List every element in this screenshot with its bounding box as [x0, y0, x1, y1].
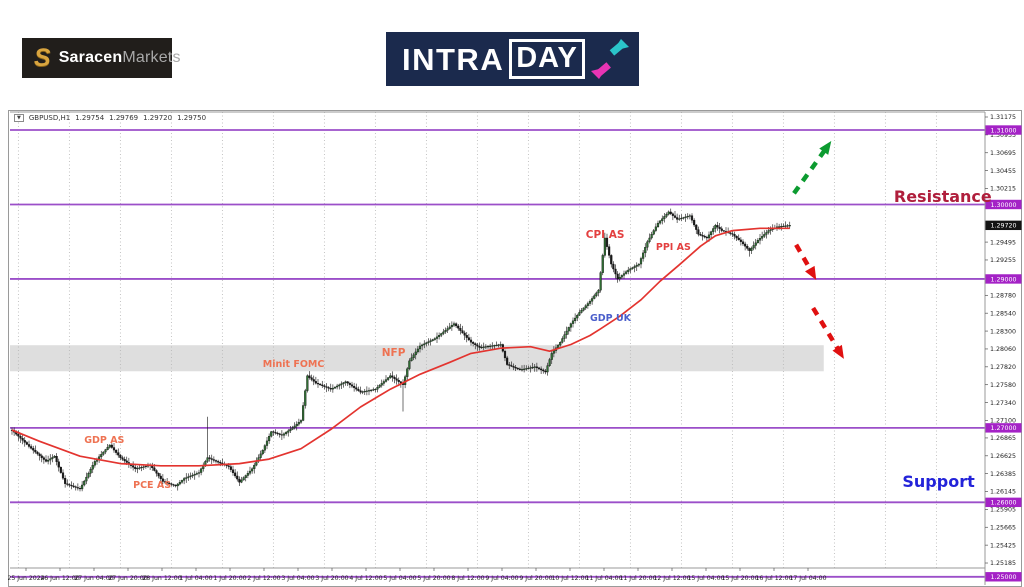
svg-text:1.30935: 1.30935 [990, 132, 1016, 139]
svg-text:1.27580: 1.27580 [990, 382, 1016, 389]
price-chart: 1.31175 1.30935 1.30695 1.30455 1.30215 1.294… [8, 110, 1022, 587]
svg-text:1.30000: 1.30000 [990, 202, 1016, 209]
svg-text:5 Jul 20:00: 5 Jul 20:00 [417, 575, 450, 582]
svg-text:27 Jun 20:00: 27 Jun 20:00 [108, 575, 147, 582]
svg-text:16 Jul 12:00: 16 Jul 12:00 [755, 575, 792, 582]
svg-text:15 Jul 04:00: 15 Jul 04:00 [687, 575, 724, 582]
svg-text:1.31000: 1.31000 [990, 127, 1016, 134]
open-value: 1.29754 [75, 114, 105, 122]
svg-text:1.28060: 1.28060 [990, 346, 1016, 353]
candlestick-chart[interactable]: 1.31175 1.30935 1.30695 1.30455 1.30215 1.294… [8, 110, 1022, 587]
svg-text:25 Jun 2024: 25 Jun 2024 [8, 575, 45, 582]
svg-text:17 Jul 04:00: 17 Jul 04:00 [789, 575, 826, 582]
svg-text:1 Jul 04:00: 1 Jul 04:00 [179, 575, 212, 582]
svg-text:1.29495: 1.29495 [990, 239, 1016, 246]
svg-text:11 Jul 04:00: 11 Jul 04:00 [585, 575, 622, 582]
intraday-logo-day-box: DAY [509, 39, 585, 79]
svg-text:1.29000: 1.29000 [990, 276, 1016, 283]
svg-text:1.26625: 1.26625 [990, 453, 1016, 460]
svg-text:1.28300: 1.28300 [990, 328, 1016, 335]
saracen-logo-text-bold: Saracen [58, 49, 123, 66]
svg-text:1.28540: 1.28540 [990, 310, 1016, 317]
low-value: 1.29720 [143, 114, 173, 122]
svg-text:15 Jul 20:00: 15 Jul 20:00 [721, 575, 758, 582]
svg-text:1.26000: 1.26000 [990, 500, 1016, 507]
svg-text:10 Jul 12:00: 10 Jul 12:00 [551, 575, 588, 582]
svg-text:1.29255: 1.29255 [990, 257, 1016, 264]
svg-text:1.29720: 1.29720 [990, 223, 1016, 230]
svg-text:9 Jul 04:00: 9 Jul 04:00 [485, 575, 518, 582]
svg-text:1.25905: 1.25905 [990, 507, 1016, 514]
symbol-period-label: GBPUSD,H1 [28, 114, 71, 122]
svg-text:1.25425: 1.25425 [990, 542, 1016, 549]
saracen-logo-text: SaracenMarkets [59, 49, 181, 67]
svg-text:1.27340: 1.27340 [990, 400, 1016, 407]
svg-text:1.26145: 1.26145 [990, 489, 1016, 496]
saracen-markets-logo: S SaracenMarkets [22, 38, 180, 78]
intraday-logo: INTRA DAY [386, 32, 639, 86]
high-value: 1.29769 [109, 114, 139, 122]
svg-text:1.27820: 1.27820 [990, 364, 1016, 371]
svg-text:26 Jun 12:00: 26 Jun 12:00 [40, 575, 79, 582]
collapse-indicator-icon[interactable]: ▼ [14, 114, 24, 122]
svg-text:1.27100: 1.27100 [990, 418, 1016, 425]
symbol-info-bar: ▼ GBPUSD,H1 1.29754 1.29769 1.29720 1.29… [14, 114, 206, 122]
svg-text:1.25000: 1.25000 [990, 574, 1016, 581]
svg-text:1 Jul 20:00: 1 Jul 20:00 [213, 575, 246, 582]
intraday-arrows-icon [590, 39, 629, 79]
svg-text:1.27000: 1.27000 [990, 425, 1016, 432]
svg-text:1.30695: 1.30695 [990, 150, 1016, 157]
svg-text:5 Jul 04:00: 5 Jul 04:00 [383, 575, 416, 582]
svg-text:4 Jul 12:00: 4 Jul 12:00 [349, 575, 382, 582]
svg-text:12 Jul 12:00: 12 Jul 12:00 [653, 575, 690, 582]
svg-text:28 Jun 12:00: 28 Jun 12:00 [142, 575, 181, 582]
svg-text:9 Jul 20:00: 9 Jul 20:00 [519, 575, 552, 582]
svg-text:1.25665: 1.25665 [990, 524, 1016, 531]
close-value: 1.29750 [177, 114, 207, 122]
svg-text:1.26865: 1.26865 [990, 435, 1016, 442]
svg-text:1.25185: 1.25185 [990, 560, 1016, 567]
svg-text:8 Jul 12:00: 8 Jul 12:00 [451, 575, 484, 582]
saracen-s-icon: S [34, 43, 51, 72]
svg-text:3 Jul 20:00: 3 Jul 20:00 [315, 575, 348, 582]
svg-text:1.31175: 1.31175 [990, 114, 1016, 121]
svg-text:11 Jul 20:00: 11 Jul 20:00 [619, 575, 656, 582]
svg-text:3 Jul 04:00: 3 Jul 04:00 [281, 575, 314, 582]
svg-text:1.30455: 1.30455 [990, 168, 1016, 175]
svg-text:1.30215: 1.30215 [990, 186, 1016, 193]
svg-text:27 Jun 04:00: 27 Jun 04:00 [74, 575, 113, 582]
svg-text:1.26385: 1.26385 [990, 471, 1016, 478]
saracen-logo-text-light: Markets [122, 49, 181, 66]
svg-text:1.28780: 1.28780 [990, 293, 1016, 300]
svg-text:2 Jul 12:00: 2 Jul 12:00 [247, 575, 280, 582]
intraday-logo-text: INTRA [402, 41, 505, 77]
